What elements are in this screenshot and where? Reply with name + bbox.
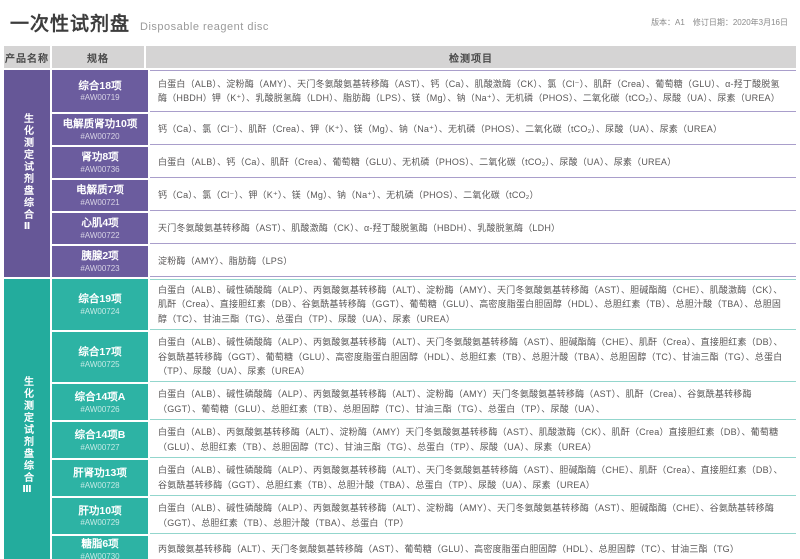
table-row: 综合19项 #AW00724 白蛋白（ALB）、碱性磷酸酶（ALP）、丙氨酸氨基… (52, 279, 796, 331)
spec-code: #AW00725 (80, 359, 120, 369)
table-row: 肝功10项 #AW00729 白蛋白（ALB）、碱性磷酸酶（ALP）、丙氨酸氨基… (52, 498, 796, 534)
spec-name: 综合14项A (74, 391, 126, 404)
items-text: 淀粉酶（AMY）、脂肪酶（LPS） (158, 255, 293, 266)
page-header: 一次性试剂盘 Disposable reagent disc 版本：A1 修订日… (0, 0, 800, 38)
group-name: 生化测定试剂盘 (21, 113, 33, 197)
spec-cell: 肾功8项 #AW00736 (52, 147, 148, 178)
spec-cell: 电解质肾功10项 #AW00720 (52, 114, 148, 145)
spec-code: #AW00736 (80, 164, 120, 174)
items-cell: 丙氨酸氨基转移酶（ALT）、天门冬氨酸氨基转移酶（AST）、葡萄糖（GLU）、高… (150, 535, 796, 559)
group-subname: 综合Ⅲ (21, 459, 33, 497)
column-header-test-items: 检测项目 (146, 46, 796, 68)
items-text: 白蛋白（ALB）、钙（Ca）、肌酐（Crea）、葡萄糖（GLU）、无机磷（PHO… (158, 156, 677, 167)
table-header-row: 产品名称 规格 检测项目 (4, 46, 796, 68)
version-info: 版本：A1 修订日期：2020年3月16日 (651, 18, 788, 27)
group-rows: 综合18项 #AW00719 白蛋白（ALB）、淀粉酶（AMY）、天门冬氨酸氨基… (52, 70, 796, 277)
table-row: 综合17项 #AW00725 白蛋白（ALB）、碱性磷酸酶（ALP）、丙氨酸氨基… (52, 332, 796, 383)
items-cell: 白蛋白（ALB）、碱性磷酸酶（ALP）、丙氨酸氨基转移酶（ALT）、淀粉酶（AM… (150, 498, 796, 534)
spec-name: 综合19项 (78, 293, 122, 306)
spec-name: 糖脂6项 (81, 537, 119, 550)
group-band-II: 生化测定试剂盘 综合Ⅱ (4, 70, 50, 277)
spec-cell: 肝肾功13项 #AW00728 (52, 460, 148, 497)
table-row: 糖脂6项 #AW00730 丙氨酸氨基转移酶（ALT）、天门冬氨酸氨基转移酶（A… (52, 535, 796, 559)
items-text: 钙（Ca）、氯（Cl⁻）、钾（K⁺）、镁（Mg）、钠（Na⁺）、无机磷（PHOS… (158, 189, 539, 200)
items-text: 白蛋白（ALB）、碱性磷酸酶（ALP）、丙氨酸氨基转移酶（ALT）、天门冬氨酸氨… (158, 337, 783, 376)
spec-code: #AW00727 (80, 442, 120, 452)
page-title: 一次性试剂盘 (10, 14, 131, 35)
column-header-spec: 规格 (52, 46, 144, 68)
items-cell: 白蛋白（ALB）、碱性磷酸酶（ALP）、丙氨酸氨基转移酶（ALT）、天门冬氨酸氨… (150, 332, 796, 383)
table-row: 心肌4项 #AW00722 天门冬氨酸氨基转移酶（AST）、肌酸激酶（CK）、α… (52, 213, 796, 244)
spec-cell: 胰腺2项 #AW00723 (52, 246, 148, 277)
spec-code: #AW00723 (80, 263, 120, 273)
spec-code: #AW00728 (80, 480, 120, 490)
spec-name: 肾功8项 (81, 151, 119, 164)
table-row: 胰腺2项 #AW00723 淀粉酶（AMY）、脂肪酶（LPS） (52, 246, 796, 277)
spec-name: 电解质7项 (76, 184, 124, 197)
items-cell: 白蛋白（ALB）、淀粉酶（AMY）、天门冬氨酸氨基转移酶（AST）、钙（Ca）、… (150, 70, 796, 112)
table-row: 综合18项 #AW00719 白蛋白（ALB）、淀粉酶（AMY）、天门冬氨酸氨基… (52, 70, 796, 112)
spec-code: #AW00724 (80, 306, 120, 316)
group-rows: 综合19项 #AW00724 白蛋白（ALB）、碱性磷酸酶（ALP）、丙氨酸氨基… (52, 279, 796, 559)
spec-cell: 综合18项 #AW00719 (52, 70, 148, 112)
page-subtitle: Disposable reagent disc (140, 21, 269, 33)
column-header-product-name: 产品名称 (4, 46, 50, 68)
items-text: 白蛋白（ALB）、丙氨酸氨基转移酶（ALT）、淀粉酶（AMY）天门冬氨酸氨基转移… (158, 427, 779, 452)
spec-name: 综合17项 (78, 345, 122, 358)
items-cell: 白蛋白（ALB）、丙氨酸氨基转移酶（ALT）、淀粉酶（AMY）天门冬氨酸氨基转移… (150, 422, 796, 459)
table-row: 肝肾功13项 #AW00728 白蛋白（ALB）、碱性磷酸酶（ALP）、丙氨酸氨… (52, 460, 796, 497)
spec-cell: 综合19项 #AW00724 (52, 279, 148, 331)
group-name: 生化测定试剂盘 (21, 375, 33, 460)
items-cell: 淀粉酶（AMY）、脂肪酶（LPS） (150, 246, 796, 277)
items-text: 白蛋白（ALB）、碱性磷酸酶（ALP）、丙氨酸氨基转移酶（ALT）、淀粉酶（AM… (158, 389, 752, 414)
items-text: 白蛋白（ALB）、碱性磷酸酶（ALP）、丙氨酸氨基转移酶（ALT）、淀粉酶（AM… (158, 503, 775, 528)
group-biochem-II: 生化测定试剂盘 综合Ⅱ 综合18项 #AW00719 白蛋白（ALB）、淀粉酶（… (4, 70, 796, 277)
spec-code: #AW00729 (80, 518, 120, 528)
table-row: 电解质7项 #AW00721 钙（Ca）、氯（Cl⁻）、钾（K⁺）、镁（Mg）、… (52, 180, 796, 211)
spec-name: 胰腺2项 (81, 250, 119, 263)
items-text: 白蛋白（ALB）、碱性磷酸酶（ALP）、丙氨酸氨基转移酶（ALT）、淀粉酶（AM… (158, 285, 783, 324)
items-text: 钙（Ca）、氯（Cl⁻）、肌酐（Crea）、钾（K⁺）、镁（Mg）、钠（Na⁺）… (158, 123, 723, 134)
items-cell: 钙（Ca）、氯（Cl⁻）、钾（K⁺）、镁（Mg）、钠（Na⁺）、无机磷（PHOS… (150, 180, 796, 211)
spec-name: 心肌4项 (81, 217, 119, 230)
items-cell: 钙（Ca）、氯（Cl⁻）、肌酐（Crea）、钾（K⁺）、镁（Mg）、钠（Na⁺）… (150, 114, 796, 145)
table-row: 综合14项B #AW00727 白蛋白（ALB）、丙氨酸氨基转移酶（ALT）、淀… (52, 422, 796, 459)
group-band-III: 生化测定试剂盘 综合Ⅲ (4, 279, 50, 559)
spec-name: 电解质肾功10项 (62, 118, 138, 131)
spec-code: #AW00719 (80, 93, 120, 103)
items-text: 白蛋白（ALB）、碱性磷酸酶（ALP）、丙氨酸氨基转移酶（ALT）、天门冬氨酸氨… (158, 465, 783, 490)
items-cell: 白蛋白（ALB）、碱性磷酸酶（ALP）、丙氨酸氨基转移酶（ALT）、淀粉酶（AM… (150, 384, 796, 421)
items-text: 天门冬氨酸氨基转移酶（AST）、肌酸激酶（CK）、α-羟丁酸脱氢酶（HBDH）、… (158, 222, 561, 233)
spec-cell: 综合14项A #AW00726 (52, 384, 148, 421)
spec-code: #AW00726 (80, 404, 120, 414)
spec-code: #AW00721 (80, 197, 120, 207)
spec-code: #AW00720 (80, 131, 120, 141)
spec-cell: 综合14项B #AW00727 (52, 422, 148, 459)
spec-cell: 糖脂6项 #AW00730 (52, 535, 148, 559)
spec-cell: 肝功10项 #AW00729 (52, 498, 148, 534)
group-subname: 综合Ⅱ (21, 197, 33, 234)
title-block: 一次性试剂盘 Disposable reagent disc (10, 9, 269, 36)
spec-name: 综合14项B (74, 429, 126, 442)
table-row: 肾功8项 #AW00736 白蛋白（ALB）、钙（Ca）、肌酐（Crea）、葡萄… (52, 147, 796, 178)
reagent-table: 产品名称 规格 检测项目 生化测定试剂盘 综合Ⅱ 综合18项 #AW00719 … (4, 46, 796, 559)
items-cell: 天门冬氨酸氨基转移酶（AST）、肌酸激酶（CK）、α-羟丁酸脱氢酶（HBDH）、… (150, 213, 796, 244)
spec-name: 肝功10项 (78, 504, 122, 517)
table-row: 电解质肾功10项 #AW00720 钙（Ca）、氯（Cl⁻）、肌酐（Crea）、… (52, 114, 796, 145)
items-text: 丙氨酸氨基转移酶（ALT）、天门冬氨酸氨基转移酶（AST）、葡萄糖（GLU）、高… (158, 543, 740, 554)
group-biochem-III: 生化测定试剂盘 综合Ⅲ 综合19项 #AW00724 白蛋白（ALB）、碱性磷酸… (4, 279, 796, 559)
spec-name: 肝肾功13项 (73, 466, 127, 479)
items-cell: 白蛋白（ALB）、碱性磷酸酶（ALP）、丙氨酸氨基转移酶（ALT）、淀粉酶（AM… (150, 279, 796, 331)
items-cell: 白蛋白（ALB）、钙（Ca）、肌酐（Crea）、葡萄糖（GLU）、无机磷（PHO… (150, 147, 796, 178)
table-row: 综合14项A #AW00726 白蛋白（ALB）、碱性磷酸酶（ALP）、丙氨酸氨… (52, 384, 796, 421)
spec-code: #AW00722 (80, 230, 120, 240)
spec-cell: 综合17项 #AW00725 (52, 332, 148, 383)
spec-code: #AW00730 (80, 551, 120, 559)
spec-cell: 电解质7项 #AW00721 (52, 180, 148, 211)
items-text: 白蛋白（ALB）、淀粉酶（AMY）、天门冬氨酸氨基转移酶（AST）、钙（Ca）、… (158, 78, 780, 103)
spec-name: 综合18项 (78, 79, 122, 92)
items-cell: 白蛋白（ALB）、碱性磷酸酶（ALP）、丙氨酸氨基转移酶（ALT）、天门冬氨酸氨… (150, 460, 796, 497)
spec-cell: 心肌4项 #AW00722 (52, 213, 148, 244)
